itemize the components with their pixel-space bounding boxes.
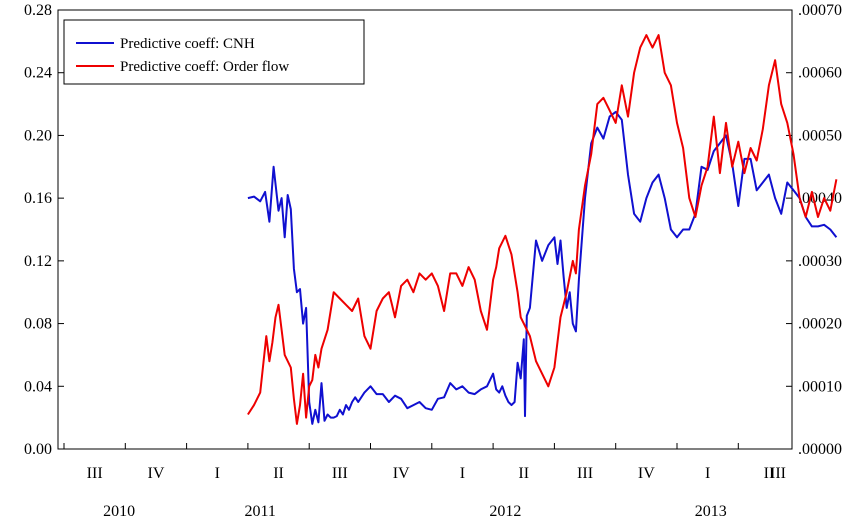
left-tick-label: 0.12 [24,253,52,270]
right-tick-label: .00050 [798,127,842,144]
x-quarter-label: IV [148,465,165,482]
x-year-label: 2013 [695,503,727,520]
plot-frame [57,9,793,450]
left-tick-label: 0.00 [24,441,52,458]
right-tick-label: .00030 [798,253,842,270]
x-quarter-label: III [87,465,103,482]
x-quarter-label: IV [638,465,655,482]
series-lines [247,34,838,425]
right-axis-ticks: .00000 .00010 .00020 .00030 .00040 .00050 .000… [786,2,842,458]
x-year-label: 2011 [244,503,275,520]
left-axis-ticks: 0.00 0.04 0.08 0.12 0.16 0.20 0.24 0.28 [24,2,64,458]
x-quarter-label: III [332,465,348,482]
right-tick-label: .00000 [798,441,842,458]
legend-label-order-flow: Predictive coeff: Order flow [120,59,289,75]
right-tick-label: .00060 [798,65,842,82]
x-quarter-label: III [577,465,593,482]
right-tick-label: .00020 [798,316,842,333]
series-line-order-flow [247,34,838,425]
x-year-label: 2010 [103,503,135,520]
legend-box [63,19,365,85]
x-quarter-label: II [764,465,775,482]
right-tick-label: .00040 [798,190,842,207]
x-year-label: 2012 [489,503,521,520]
x-quarter-label: I [705,465,710,482]
left-tick-label: 0.04 [24,378,52,395]
series-line-cnh [247,110,838,425]
right-tick-label: .00070 [798,2,842,19]
left-tick-label: 0.16 [24,190,52,207]
legend-label-cnh: Predictive coeff: CNH [120,36,255,52]
x-quarter-label: I [460,465,465,482]
left-tick-label: 0.28 [24,2,52,19]
right-tick-label: .00010 [798,378,842,395]
left-tick-label: 0.24 [24,65,52,82]
x-quarter-label: III [770,465,786,482]
left-tick-label: 0.08 [24,316,52,333]
left-tick-label: 0.20 [24,127,52,144]
x-quarter-label: II [518,465,529,482]
legend: Predictive coeff: CNH Predictive coeff: … [63,19,365,85]
x-quarter-label: II [273,465,284,482]
x-quarter-label: IV [393,465,410,482]
axes [57,9,793,450]
x-quarter-label: I [215,465,220,482]
